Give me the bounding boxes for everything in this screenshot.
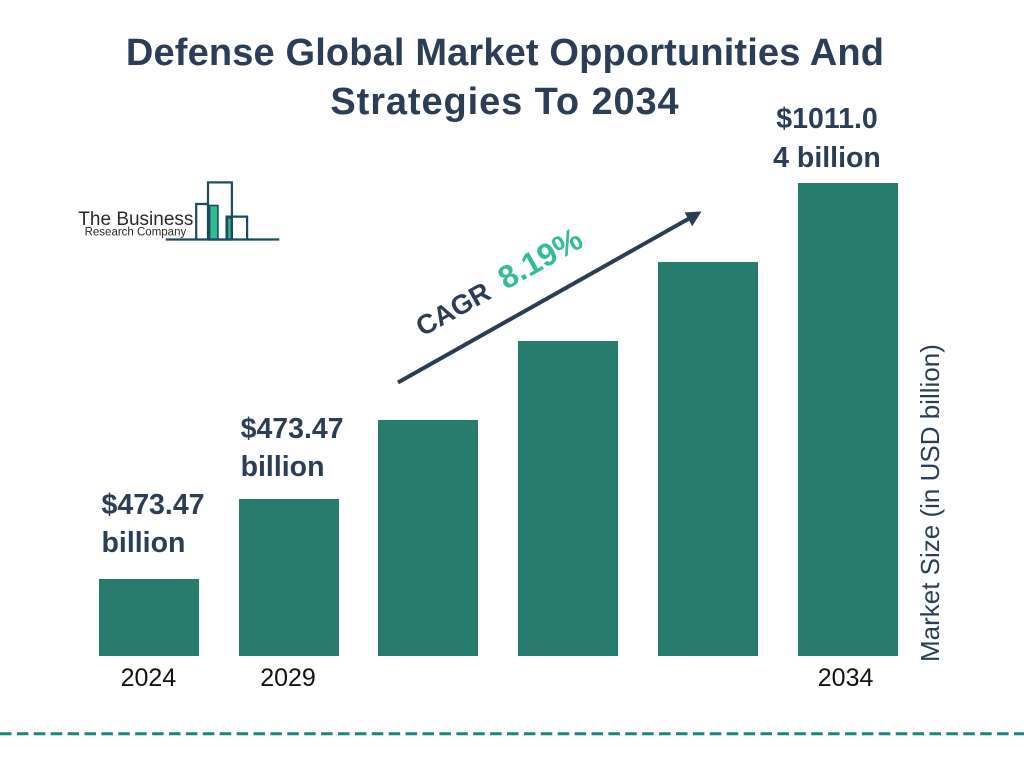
svg-text:Research Company: Research Company	[85, 227, 187, 239]
svg-text:The Business: The Business	[78, 209, 193, 230]
